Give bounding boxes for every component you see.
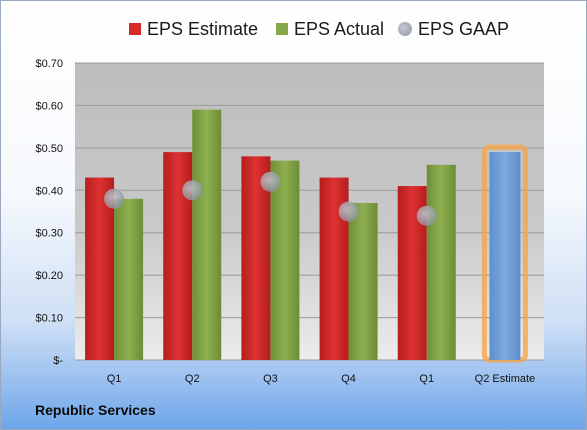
y-tick-label: $0.60 (35, 100, 63, 112)
bar-eps-actual (114, 198, 144, 360)
y-tick-label: $0.10 (35, 313, 63, 325)
marker-eps-gaap (260, 171, 281, 192)
x-tick-label: Q4 (341, 373, 356, 385)
y-tick-label: $0.20 (35, 270, 63, 282)
company-name: Republic Services (35, 402, 156, 418)
x-tick-label: Q1 (419, 373, 434, 385)
x-tick-label: Q2 Estimate (475, 373, 536, 385)
bar-eps-actual (192, 109, 222, 361)
x-axis-ticks: Q1 Q2 Q3 Q4 Q1 Q2 Estimate (107, 373, 535, 385)
marker-eps-gaap (104, 188, 125, 209)
y-tick-label: $- (53, 355, 63, 367)
marker-eps-gaap (338, 201, 359, 222)
x-tick-label: Q1 (107, 373, 122, 385)
marker-eps-gaap (182, 180, 203, 201)
bar-eps-estimate (85, 177, 115, 360)
legend-label-gaap: EPS GAAP (418, 19, 509, 39)
bar-eps-actual (270, 160, 300, 360)
legend-label-actual: EPS Actual (294, 19, 384, 39)
gaap-markers (104, 171, 437, 226)
x-tick-label: Q2 (185, 373, 200, 385)
x-tick-label: Q3 (263, 373, 278, 385)
y-axis-ticks: $- $0.10 $0.20 $0.30 $0.40 $0.50 $0.60 $0.70 (35, 58, 63, 367)
y-tick-label: $0.50 (35, 143, 63, 155)
legend-label-estimate: EPS Estimate (147, 19, 258, 39)
legend-swatch-estimate (129, 23, 141, 35)
marker-eps-gaap (416, 205, 437, 226)
gridlines (75, 62, 544, 361)
y-tick-label: $0.40 (35, 185, 63, 197)
legend: EPS Estimate EPS Actual EPS GAAP (129, 19, 509, 39)
legend-swatch-gaap (398, 22, 412, 36)
bar-eps-actual (348, 203, 378, 360)
bars (85, 109, 528, 363)
plot-area (75, 63, 544, 360)
y-tick-label: $0.30 (35, 228, 63, 240)
bar-eps-actual (426, 164, 456, 360)
legend-swatch-actual (276, 23, 288, 35)
bar-q2-estimate (489, 152, 521, 360)
y-tick-label: $0.70 (35, 58, 63, 70)
